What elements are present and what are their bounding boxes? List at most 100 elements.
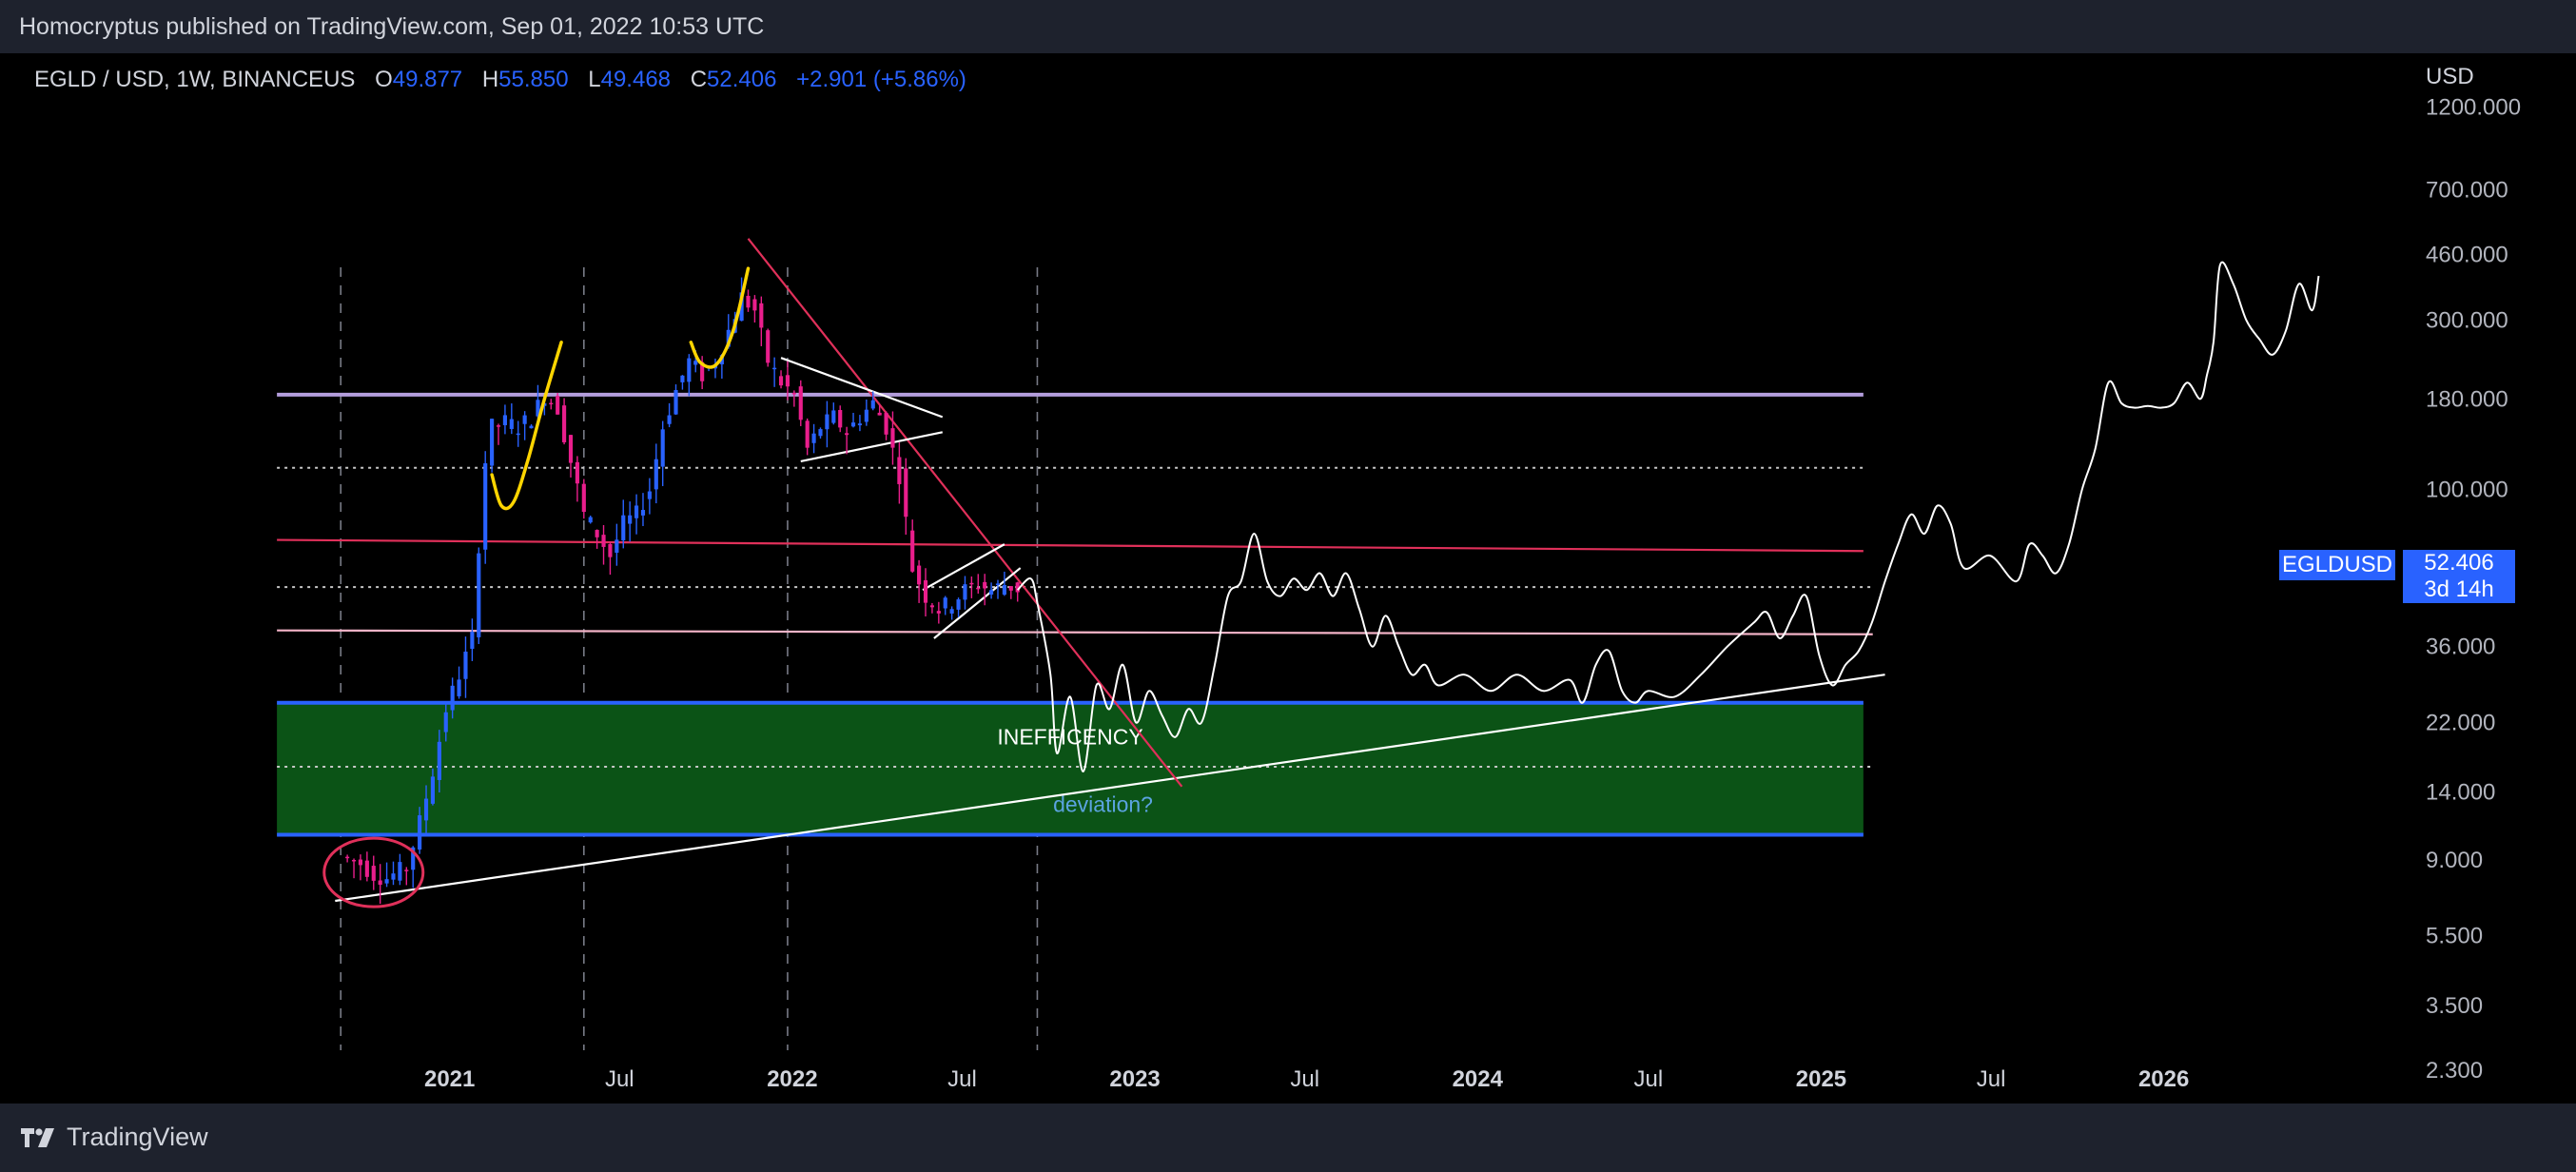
candle-body xyxy=(621,515,626,541)
change-value: +2.901 (+5.86%) xyxy=(796,67,966,92)
candle-body xyxy=(358,859,363,866)
open-value: 49.877 xyxy=(392,67,463,92)
candle-body xyxy=(384,879,389,884)
candle-body xyxy=(470,632,475,650)
candle-body xyxy=(411,847,416,870)
candle-body xyxy=(378,880,382,886)
candle-body xyxy=(798,386,803,420)
candle-body xyxy=(608,543,613,557)
price-chart[interactable]: 1200.000 700.000 460.000 300.000 180.000 100.… xyxy=(0,53,2576,1104)
candle-body xyxy=(351,859,357,862)
candle-body xyxy=(437,741,441,780)
candle-body xyxy=(884,413,888,435)
candle-body xyxy=(549,402,554,405)
candle-body xyxy=(371,866,376,881)
y-tick-label: 5.500 xyxy=(2426,924,2483,949)
zone-label: INEFFICENCY xyxy=(997,725,1142,750)
y-tick-label: 9.000 xyxy=(2426,848,2483,873)
brand-name: TradingView xyxy=(67,1123,208,1151)
candle-body xyxy=(917,565,922,585)
candle-body xyxy=(345,856,350,859)
candle-body xyxy=(398,862,402,881)
y-tick-label: 36.000 xyxy=(2426,635,2495,660)
candle-body xyxy=(450,685,455,711)
x-tick-label: Jul xyxy=(605,1066,634,1092)
candle-body xyxy=(430,776,436,804)
candle-body xyxy=(556,396,560,415)
candle-body xyxy=(746,296,751,308)
candle-body xyxy=(700,361,705,381)
candle-body xyxy=(943,597,947,609)
y-tick-label: 2.300 xyxy=(2426,1058,2483,1084)
trend-pink-level xyxy=(277,629,1873,635)
candle-body xyxy=(989,590,994,595)
candle-body xyxy=(575,461,579,484)
x-tick-label: Jul xyxy=(947,1066,977,1092)
candle-body xyxy=(850,422,856,427)
x-tick-label: 2021 xyxy=(424,1066,475,1092)
price-tag-price: 52.406 xyxy=(2424,550,2494,576)
symbol-info: EGLD / USD, 1W, BINANCEUS xyxy=(34,67,356,92)
trend-channel-lower xyxy=(933,567,1022,639)
candle-body xyxy=(562,405,567,442)
candle-body xyxy=(1002,585,1006,596)
tradingview-brand[interactable]: TradingView xyxy=(19,1123,208,1152)
candle-body xyxy=(418,815,422,850)
candle-body xyxy=(463,652,468,679)
candles xyxy=(345,277,1020,905)
candle-body xyxy=(831,410,836,423)
candle-body xyxy=(654,459,658,490)
candle-body xyxy=(601,535,606,547)
candle-body xyxy=(516,433,520,436)
y-tick-label: 700.000 xyxy=(2426,178,2508,204)
candle-body xyxy=(660,429,665,467)
candle-body xyxy=(588,517,593,523)
candle-body xyxy=(595,530,599,537)
candle-body xyxy=(1015,582,1020,593)
chart-area[interactable]: 1200.000 700.000 460.000 300.000 180.000 100.… xyxy=(0,53,2576,1104)
x-tick-label: 2025 xyxy=(1796,1066,1846,1092)
candle-body xyxy=(845,433,849,436)
deviation-annotation: deviation? xyxy=(1053,791,1153,816)
trend-triangle-lower xyxy=(800,431,944,462)
candle-body xyxy=(923,579,928,603)
low-label: L xyxy=(588,67,601,92)
candle-body xyxy=(772,367,777,370)
candle-body xyxy=(759,303,764,328)
candle-body xyxy=(818,429,823,437)
x-tick-label: 2024 xyxy=(1453,1066,1504,1092)
y-tick-label: 460.000 xyxy=(2426,242,2508,267)
candle-body xyxy=(522,415,527,424)
candle-body xyxy=(904,468,908,518)
candle-body xyxy=(667,415,672,424)
candle-body xyxy=(634,505,639,518)
candle-body xyxy=(778,376,784,386)
last-price-tag: EGLDUSD 52.406 3d 14h xyxy=(2279,550,2519,603)
y-tick-label: 300.000 xyxy=(2426,308,2508,334)
candle-body xyxy=(640,510,646,516)
open-label: O xyxy=(375,67,393,92)
ohlc-legend: EGLD / USD, 1W, BINANCEUS O49.877 H55.85… xyxy=(34,67,966,93)
candle-body xyxy=(805,420,810,448)
candle-body xyxy=(1008,586,1013,591)
candle-body xyxy=(811,433,816,443)
y-tick-label: 14.000 xyxy=(2426,780,2495,806)
candle-body xyxy=(502,415,507,426)
candle-body xyxy=(976,587,981,590)
x-tick-label: Jul xyxy=(1634,1066,1664,1092)
high-label: H xyxy=(481,67,499,92)
candle-body xyxy=(496,425,501,427)
close-value: 52.406 xyxy=(707,67,777,92)
candle-body xyxy=(825,414,829,430)
y-tick-label: 1200.000 xyxy=(2426,94,2521,120)
plot-background xyxy=(0,53,2424,1104)
candle-body xyxy=(364,860,369,877)
candle-body xyxy=(929,605,934,608)
candle-body xyxy=(956,599,961,610)
y-tick-label: 3.500 xyxy=(2426,993,2483,1019)
x-tick-label: 2023 xyxy=(1109,1066,1160,1092)
candle-body xyxy=(726,329,731,347)
candle-body xyxy=(936,611,941,614)
inefficiency-zone xyxy=(277,702,1864,835)
price-tag-value: 52.406 3d 14h xyxy=(2403,550,2515,603)
